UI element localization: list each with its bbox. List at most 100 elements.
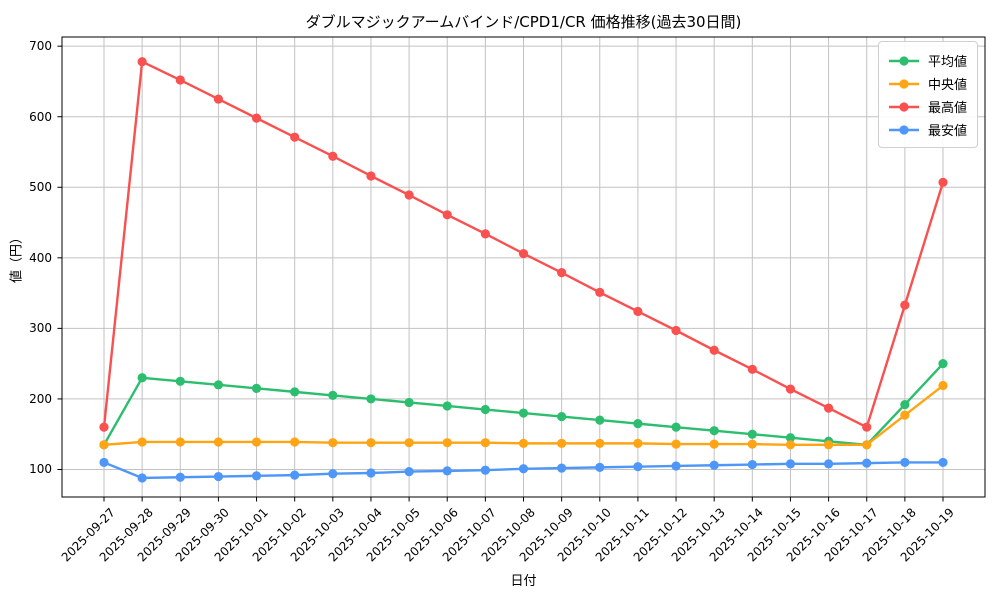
- series-marker: [595, 415, 605, 425]
- series-marker: [99, 422, 109, 432]
- series-marker: [633, 462, 643, 472]
- series-marker: [709, 426, 719, 436]
- series-marker: [251, 437, 262, 447]
- legend-line-marker-icon: [888, 78, 919, 89]
- series-marker: [251, 113, 262, 123]
- legend-item: 中央値: [888, 72, 967, 95]
- series-marker: [633, 419, 643, 429]
- series-marker: [900, 410, 910, 420]
- y-tick-label: 700: [29, 39, 52, 54]
- series-marker: [595, 287, 605, 297]
- series-marker: [518, 248, 529, 259]
- series-marker: [557, 411, 567, 422]
- series-marker: [137, 57, 147, 67]
- series-marker: [290, 132, 300, 142]
- series-marker: [709, 460, 719, 470]
- series-marker: [480, 438, 490, 448]
- series-marker: [557, 438, 567, 448]
- legend: 平均値 中央値 最高値 最安値: [877, 41, 978, 148]
- legend-line-marker-icon: [888, 124, 919, 135]
- series-marker: [366, 468, 376, 478]
- series-marker: [633, 438, 643, 448]
- y-tick-label: 600: [29, 109, 52, 124]
- series-marker: [175, 472, 185, 482]
- series-marker: [442, 466, 452, 476]
- series-marker: [328, 469, 338, 479]
- series-marker: [175, 75, 185, 85]
- series-marker: [328, 390, 338, 401]
- series-marker: [709, 345, 719, 355]
- series-marker: [137, 437, 147, 447]
- series-marker: [442, 210, 452, 220]
- y-tick-label: 200: [29, 391, 52, 406]
- series-marker: [557, 268, 567, 278]
- y-tick-label: 300: [29, 321, 52, 336]
- series-marker: [366, 438, 376, 448]
- series-marker: [328, 151, 338, 161]
- series-marker: [442, 401, 452, 411]
- series-marker: [290, 470, 300, 480]
- series-marker: [633, 306, 643, 317]
- series-marker: [251, 383, 262, 393]
- series-marker: [290, 387, 300, 397]
- series-marker: [671, 461, 681, 471]
- y-tick-label: 500: [29, 180, 52, 195]
- series-marker: [823, 403, 834, 413]
- legend-label: 中央値: [927, 78, 967, 93]
- series-marker: [404, 397, 414, 408]
- y-tick-label: 400: [29, 250, 52, 265]
- series-marker: [137, 373, 147, 383]
- series-marker: [404, 190, 414, 200]
- series-marker: [823, 459, 834, 469]
- legend-label: 平均値: [927, 55, 967, 70]
- series-marker: [175, 437, 185, 447]
- x-axis-label: 日付: [510, 574, 537, 589]
- series-marker: [137, 473, 147, 483]
- series-marker: [518, 464, 529, 474]
- series-marker: [518, 408, 529, 418]
- series-marker: [595, 438, 605, 448]
- series-marker: [595, 462, 605, 472]
- legend-item: 最高値: [888, 95, 967, 118]
- series-marker: [213, 380, 224, 390]
- series-marker: [99, 440, 109, 450]
- series-marker: [366, 171, 376, 181]
- legend-line-marker-icon: [888, 55, 919, 66]
- series-marker: [671, 325, 681, 336]
- series-marker: [747, 364, 757, 374]
- series-marker: [328, 438, 338, 448]
- legend-label: 最高値: [927, 101, 967, 116]
- series-marker: [900, 457, 910, 468]
- series-marker: [862, 422, 872, 432]
- series-marker: [938, 359, 948, 369]
- series-marker: [862, 458, 872, 468]
- series-marker: [404, 438, 414, 448]
- series-marker: [251, 471, 262, 481]
- series-marker: [938, 380, 948, 391]
- series-marker: [518, 438, 529, 448]
- series-marker: [671, 422, 681, 432]
- series-marker: [747, 459, 757, 470]
- series-marker: [480, 229, 490, 239]
- series-marker: [785, 433, 796, 443]
- series-marker: [823, 440, 834, 450]
- series-marker: [747, 429, 757, 439]
- series-marker: [480, 465, 490, 475]
- series-marker: [900, 399, 910, 410]
- series-marker: [442, 438, 452, 448]
- series-marker: [747, 439, 757, 449]
- y-tick-label: 100: [29, 462, 52, 477]
- series-marker: [785, 440, 796, 450]
- series-marker: [99, 457, 109, 468]
- series-marker: [213, 471, 224, 482]
- series-marker: [785, 459, 796, 469]
- chart-title: ダブルマジックアームバインド/CPD1/CR 価格推移(過去30日間): [305, 13, 742, 31]
- series-marker: [175, 376, 185, 386]
- series-marker: [709, 439, 719, 449]
- series-marker: [938, 177, 948, 187]
- series-marker: [785, 384, 796, 394]
- series-marker: [290, 437, 300, 447]
- series-marker: [213, 437, 224, 447]
